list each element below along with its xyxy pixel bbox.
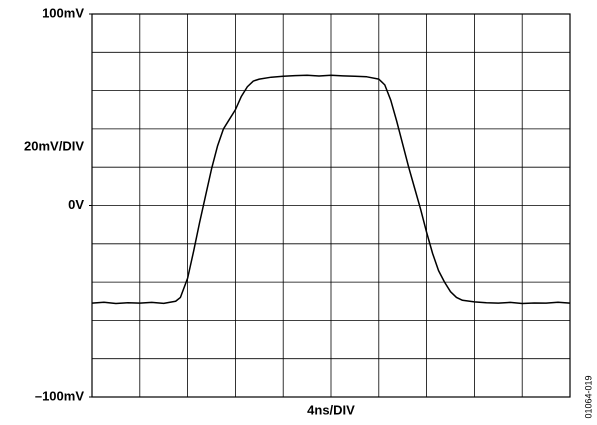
y-axis-label: 20mV/DIV: [24, 138, 84, 153]
y-tick-label: 0V: [68, 197, 84, 212]
trace: [91, 74, 571, 305]
y-tick-label: –100mV: [35, 388, 84, 403]
y-tick-label: 100mV: [42, 5, 84, 20]
x-axis-label: 4ns/DIV: [307, 402, 355, 417]
figure-id: 01064-019: [583, 375, 593, 418]
plot-frame: [91, 13, 571, 398]
